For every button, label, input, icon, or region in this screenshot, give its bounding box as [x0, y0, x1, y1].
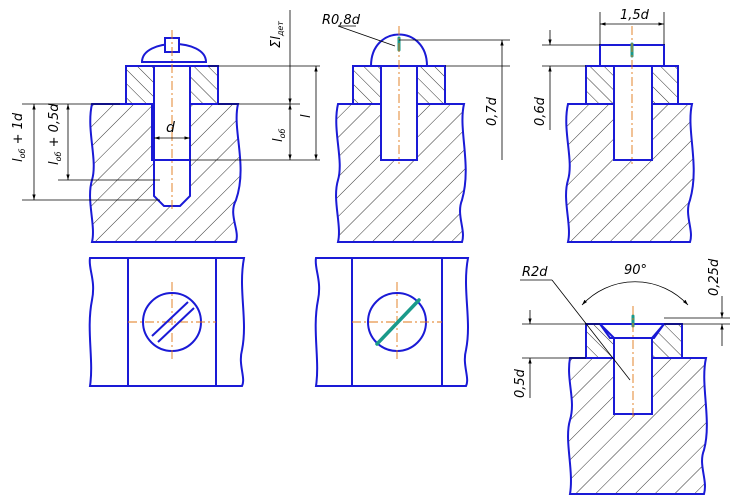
countersunk-head	[598, 323, 666, 339]
label-d: d	[166, 120, 175, 136]
label-l-ob: l	[271, 138, 286, 142]
svg-text:lоб: lоб	[271, 128, 287, 142]
label-l-ob-1d: l	[11, 158, 26, 162]
slot-1	[151, 301, 195, 343]
base-body-4	[567, 357, 708, 495]
screw-shank-3	[613, 65, 653, 161]
label-l-ob-05d-sub: об	[54, 151, 63, 161]
label-l-ob-sub: об	[278, 128, 287, 138]
svg-text:lоб + 1d: lоб + 1d	[11, 112, 27, 162]
label-sum-l-sub: дет	[276, 21, 285, 37]
label-07d: 0,7d	[485, 96, 500, 126]
slot-2	[375, 298, 421, 346]
label-l-ob-05d-suffix: + 0,5d	[47, 103, 62, 152]
label-025d: 0,25d	[707, 258, 722, 296]
view-pan-head-screw: d lоб + 1d lоб + 0,5d Σlдет lоб l	[11, 10, 320, 243]
label-06d: 0,6d	[533, 96, 548, 126]
view-cheese-head-screw: 1,5d 0,6d	[533, 8, 695, 243]
base-body-2	[335, 103, 467, 243]
base-body-3	[565, 103, 695, 243]
svg-text:Σlдет: Σlдет	[269, 21, 285, 48]
svg-text:lоб + 0,5d: lоб + 0,5d	[47, 103, 63, 165]
top-view-2	[314, 257, 470, 387]
label-90deg: 90°	[624, 263, 647, 278]
label-15d: 1,5d	[620, 8, 650, 23]
label-r2d: R2d	[522, 265, 548, 280]
label-05d: 0,5d	[513, 368, 528, 398]
view-countersunk-screw: 90° R2d 0,25d 0,5d	[513, 258, 730, 495]
top-view-1	[88, 257, 246, 387]
label-l-ob-1d-suffix: + 1d	[11, 112, 26, 148]
label-l-ob-05d: l	[47, 161, 62, 165]
label-l: l	[299, 114, 314, 118]
view-round-head-screw: R0,8d 0,7d	[322, 13, 510, 243]
label-l-ob-1d-sub: об	[18, 148, 27, 158]
label-r08d: R0,8d	[322, 13, 361, 28]
label-sum-l: Σl	[269, 36, 284, 48]
